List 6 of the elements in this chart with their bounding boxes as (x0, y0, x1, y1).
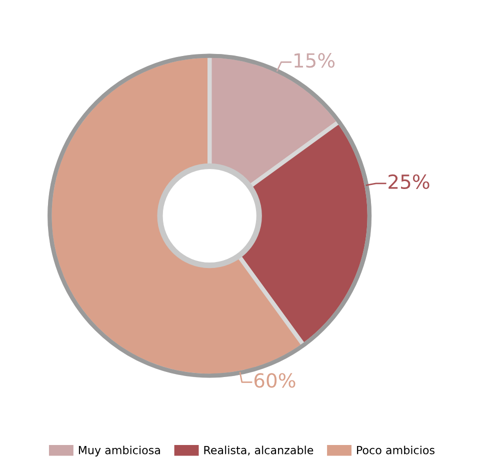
data-label: 15% (294, 53, 335, 68)
legend-label: Realista, alcanzable (204, 446, 314, 456)
data-label: 60% (254, 373, 296, 388)
data-label: 25% (388, 174, 430, 190)
legend-label: Poco ambicios (357, 446, 434, 454)
legend-label: Muy ambiciosa (78, 446, 160, 456)
